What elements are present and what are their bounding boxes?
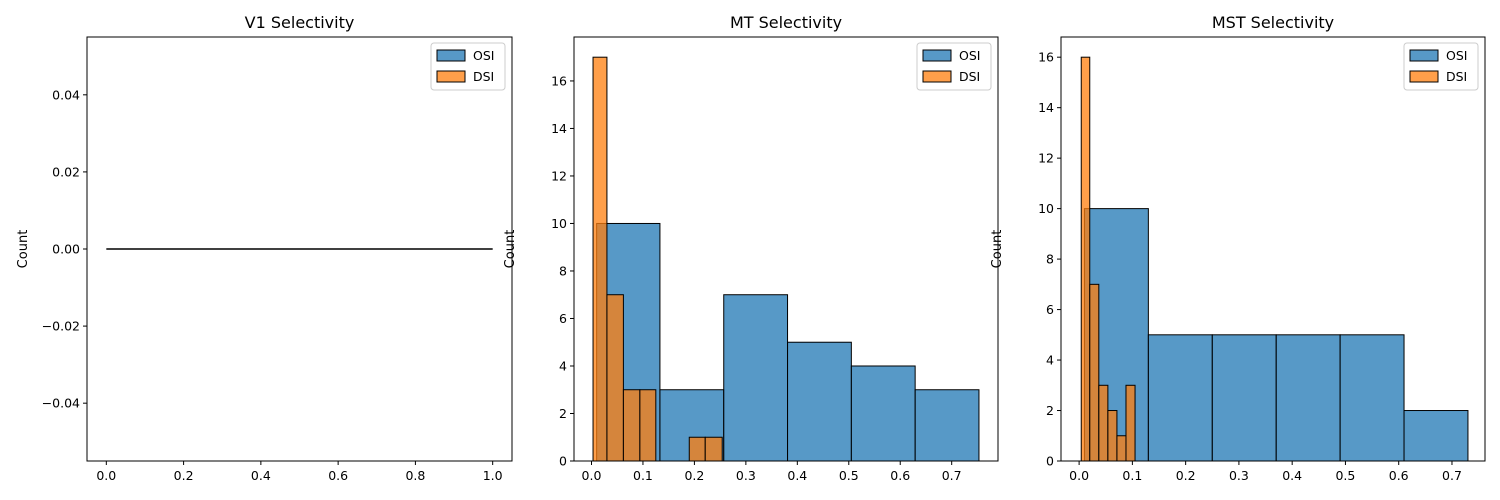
bar-dsi-1	[1089, 283, 1100, 462]
y-tick-label: 12	[551, 168, 567, 183]
y-tick-label: 4	[559, 358, 567, 373]
x-tick-label: 0.7	[1442, 468, 1462, 483]
legend-swatch-osi	[436, 49, 466, 62]
bar-dsi-4	[688, 436, 706, 462]
x-tick-label: 0.0	[1069, 468, 1089, 483]
y-tick-label: 2	[559, 406, 567, 421]
y-tick-label: 4	[1046, 353, 1054, 368]
chart-panel-1: MT Selectivity Count 0.0 0.1 0.2 0.3 0.4 0.5 0.6…	[503, 13, 999, 483]
x-tick-label: 0.3	[736, 468, 756, 483]
legend-swatch-osi	[922, 49, 952, 62]
bar-dsi-3	[1107, 410, 1118, 462]
y-tick-label: 16	[551, 73, 567, 88]
bar-dsi-0	[1080, 56, 1091, 462]
y-tick-label: 8	[1046, 252, 1054, 267]
legend-label-osi: OSI	[1446, 48, 1467, 63]
legend: OSI DSI	[1403, 42, 1479, 91]
x-tick-label: 0.1	[1122, 468, 1142, 483]
bar-osi-5	[914, 389, 980, 462]
axes-frame	[1060, 36, 1486, 462]
x-tick-label: 0.4	[251, 468, 271, 483]
legend-swatch-dsi	[436, 70, 466, 83]
y-tick-label: 0.02	[52, 164, 80, 179]
y-tick-label: −0.02	[42, 319, 80, 334]
y-tick-label: 2	[1046, 403, 1054, 418]
x-tick-label: 0.5	[839, 468, 859, 483]
bar-dsi-2	[1098, 384, 1109, 462]
y-tick-label: 0.00	[52, 242, 80, 257]
y-tick-label: 0	[559, 454, 567, 469]
bar-osi-1	[1147, 334, 1213, 462]
x-tick-label: 1.0	[483, 468, 503, 483]
bar-dsi-3	[639, 389, 657, 462]
y-tick-label: 10	[1038, 201, 1054, 216]
x-tick-label: 0.6	[1389, 468, 1409, 483]
x-tick-label: 0.2	[1176, 468, 1196, 483]
y-tick-label: 14	[551, 121, 567, 136]
chart-panel-0: V1 Selectivity Count 0.0 0.2 0.4 0.6 0.8 1.0 −0.…	[16, 13, 513, 483]
x-tick-label: 0.6	[328, 468, 348, 483]
y-axis-label: Count	[990, 230, 1005, 269]
bar-dsi-5	[704, 436, 723, 462]
y-tick-label: −0.04	[42, 396, 80, 411]
y-tick-label: 6	[1046, 302, 1054, 317]
legend-label-osi: OSI	[473, 48, 494, 63]
bar-osi-2	[723, 294, 789, 462]
y-axis-label: Count	[503, 230, 518, 269]
chart-title: MST Selectivity	[1212, 13, 1334, 32]
y-tick-label: 6	[559, 311, 567, 326]
y-tick-label: 12	[1038, 151, 1054, 166]
x-tick-label: 0.1	[633, 468, 653, 483]
bar-osi-3	[787, 341, 852, 462]
x-tick-label: 0.2	[174, 468, 194, 483]
y-tick-label: 0.04	[52, 87, 80, 102]
axes-frame	[573, 36, 999, 462]
y-tick-label: 10	[551, 216, 567, 231]
legend-label-dsi: DSI	[473, 69, 494, 84]
chart-title: MT Selectivity	[730, 13, 842, 32]
bar-osi-5	[1403, 410, 1469, 462]
x-tick-label: 0.4	[1282, 468, 1302, 483]
x-tick-label: 0.3	[1229, 468, 1249, 483]
legend: OSI DSI	[430, 42, 506, 91]
x-tick-label: 0.5	[1335, 468, 1355, 483]
y-axis-label: Count	[16, 230, 31, 269]
legend: OSI DSI	[916, 42, 992, 91]
legend-swatch-dsi	[1409, 70, 1439, 83]
x-tick-label: 0.6	[890, 468, 910, 483]
bar-dsi-1	[606, 294, 624, 462]
legend-label-dsi: DSI	[1446, 69, 1467, 84]
bar-osi-4	[850, 365, 916, 462]
bar-dsi-2	[622, 389, 641, 462]
y-tick-label: 14	[1038, 100, 1054, 115]
legend-swatch-osi	[1409, 49, 1439, 62]
chart-panel-2: MST Selectivity Count 0.0 0.1 0.2 0.3 0.4 0.5 0.…	[990, 13, 1486, 483]
x-tick-label: 0.4	[787, 468, 807, 483]
x-tick-label: 0.8	[405, 468, 425, 483]
bar-dsi-0	[592, 56, 608, 462]
bar-osi-4	[1339, 334, 1405, 462]
x-tick-label: 0.2	[684, 468, 704, 483]
x-tick-label: 0.0	[96, 468, 116, 483]
bar-dsi-5	[1125, 384, 1136, 462]
chart-title: V1 Selectivity	[245, 13, 355, 32]
y-tick-label: 8	[559, 263, 567, 278]
y-tick-label: 16	[1038, 50, 1054, 65]
y-tick-label: 0	[1046, 454, 1054, 469]
x-tick-label: 0.0	[582, 468, 602, 483]
bar-osi-3	[1275, 334, 1341, 462]
legend-swatch-dsi	[922, 70, 952, 83]
legend-label-dsi: DSI	[959, 69, 980, 84]
bar-osi-2	[1211, 334, 1277, 462]
bar-dsi-4	[1116, 435, 1127, 462]
x-tick-label: 0.7	[942, 468, 962, 483]
legend-label-osi: OSI	[959, 48, 980, 63]
